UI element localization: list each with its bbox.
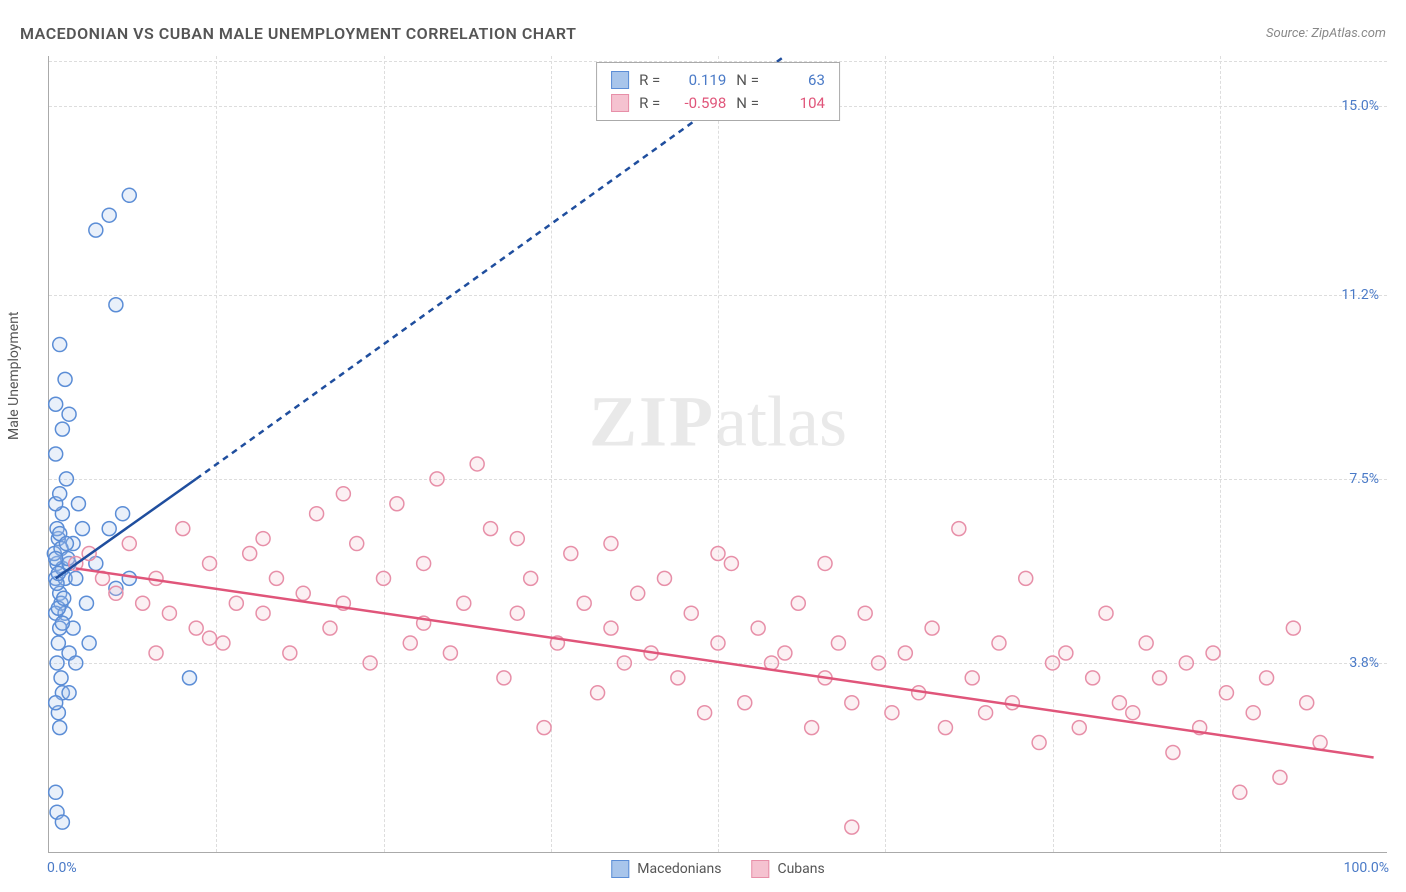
stats-legend: R = 0.119 N = 63 R = -0.598 N = 104 <box>596 62 840 121</box>
x-tick-min: 0.0% <box>47 860 77 876</box>
legend-item-cubans: Cubans <box>751 860 824 878</box>
n-label: N = <box>736 92 759 115</box>
stats-row-cubans: R = -0.598 N = 104 <box>611 92 825 115</box>
bottom-legend: Macedonians Cubans <box>611 860 824 878</box>
y-tick: 7.5% <box>1349 471 1379 487</box>
y-axis-label: Male Unemployment <box>6 312 22 440</box>
swatch-macedonians <box>611 71 629 89</box>
legend-item-macedonians: Macedonians <box>611 860 721 878</box>
stats-row-macedonians: R = 0.119 N = 63 <box>611 69 825 92</box>
scatter-svg <box>49 56 1387 852</box>
r-value-macedonians: 0.119 <box>670 69 726 92</box>
r-label: R = <box>639 69 660 92</box>
swatch-cubans <box>611 94 629 112</box>
y-tick: 15.0% <box>1341 98 1379 114</box>
y-tick: 3.8% <box>1349 655 1379 671</box>
r-label: R = <box>639 92 660 115</box>
chart-container: MACEDONIAN VS CUBAN MALE UNEMPLOYMENT CO… <box>0 0 1406 892</box>
legend-label-cubans: Cubans <box>777 861 824 877</box>
n-value-macedonians: 63 <box>769 69 825 92</box>
chart-title: MACEDONIAN VS CUBAN MALE UNEMPLOYMENT CO… <box>20 24 576 43</box>
plot-area: ZIPatlas R = 0.119 N = 63 R = -0.598 N =… <box>48 56 1387 853</box>
x-tick-max: 100.0% <box>1344 860 1389 876</box>
swatch-macedonians-icon <box>611 860 629 878</box>
swatch-cubans-icon <box>751 860 769 878</box>
n-label: N = <box>736 69 759 92</box>
source-attribution: Source: ZipAtlas.com <box>1266 26 1386 41</box>
y-tick: 11.2% <box>1341 287 1379 303</box>
r-value-cubans: -0.598 <box>670 92 726 115</box>
legend-label-macedonians: Macedonians <box>637 861 721 877</box>
n-value-cubans: 104 <box>769 92 825 115</box>
